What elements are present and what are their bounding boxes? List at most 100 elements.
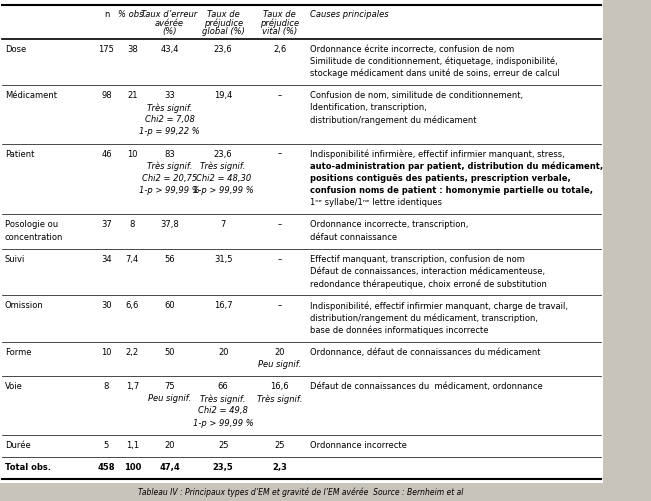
Text: Ordonnance écrite incorrecte, confusion de nom: Ordonnance écrite incorrecte, confusion …: [310, 45, 514, 54]
Text: –: –: [277, 301, 282, 310]
Text: base de données informatiques incorrecte: base de données informatiques incorrecte: [310, 325, 489, 334]
Text: 10: 10: [102, 347, 112, 356]
Text: Patient: Patient: [5, 149, 34, 158]
Text: 56: 56: [164, 254, 174, 263]
Text: 23,6: 23,6: [214, 149, 232, 158]
Text: préjudice: préjudice: [260, 19, 299, 28]
Text: Ordonnance, défaut de connaissances du médicament: Ordonnance, défaut de connaissances du m…: [310, 347, 541, 356]
Text: 16,7: 16,7: [214, 301, 232, 310]
Text: distribution/rangement du médicament: distribution/rangement du médicament: [310, 115, 477, 125]
Text: 1,1: 1,1: [126, 440, 139, 449]
Text: Chi2 = 20,75: Chi2 = 20,75: [142, 173, 197, 182]
Text: Chi2 = 49,8: Chi2 = 49,8: [198, 405, 248, 414]
Text: 23,5: 23,5: [213, 462, 234, 471]
Text: 2,2: 2,2: [126, 347, 139, 356]
Text: 47,4: 47,4: [159, 462, 180, 471]
Text: Indisponibilité infirmière, effectif infirmier manquant, stress,: Indisponibilité infirmière, effectif inf…: [310, 149, 565, 159]
Text: 50: 50: [164, 347, 174, 356]
Text: 60: 60: [164, 301, 174, 310]
Text: Taux d’erreur: Taux d’erreur: [141, 10, 197, 19]
Text: 37: 37: [101, 220, 112, 229]
Text: 19,4: 19,4: [214, 91, 232, 100]
Text: stockage médicament dans unité de soins, erreur de calcul: stockage médicament dans unité de soins,…: [310, 69, 560, 78]
Text: Confusion de nom, similitude de conditionnement,: Confusion de nom, similitude de conditio…: [310, 91, 523, 100]
Text: Taux de: Taux de: [263, 10, 296, 19]
Text: 20: 20: [164, 440, 174, 449]
Text: Total obs.: Total obs.: [5, 462, 51, 471]
Text: n: n: [104, 10, 109, 19]
Text: Omission: Omission: [5, 301, 44, 310]
Text: 1,7: 1,7: [126, 381, 139, 390]
Text: Très signif.: Très signif.: [257, 393, 302, 403]
Text: –: –: [277, 91, 282, 100]
Text: Identification, transcription,: Identification, transcription,: [310, 103, 427, 112]
Text: Très signif.: Très signif.: [146, 161, 192, 171]
Text: redondance thérapeutique, choix erroné de substitution: redondance thérapeutique, choix erroné d…: [310, 279, 547, 288]
Text: Très signif.: Très signif.: [201, 393, 246, 403]
Text: Ordonnance incorrecte: Ordonnance incorrecte: [310, 440, 407, 449]
Text: préjudice: préjudice: [204, 19, 243, 28]
Text: Médicament: Médicament: [5, 91, 57, 100]
Text: Suivi: Suivi: [5, 254, 25, 263]
Text: 1-p > 99,99 %: 1-p > 99,99 %: [193, 418, 253, 427]
Text: Très signif.: Très signif.: [201, 161, 246, 171]
Text: vital (%): vital (%): [262, 27, 298, 36]
Text: 37,8: 37,8: [160, 220, 179, 229]
Text: 20: 20: [218, 347, 229, 356]
Text: 1-p > 99,99 %: 1-p > 99,99 %: [139, 186, 200, 195]
Text: 6,6: 6,6: [126, 301, 139, 310]
Text: Similitude de conditionnement, étiquetage, indisponibilité,: Similitude de conditionnement, étiquetag…: [310, 57, 558, 66]
Text: –: –: [277, 254, 282, 263]
Text: Effectif manquant, transcription, confusion de nom: Effectif manquant, transcription, confus…: [310, 254, 525, 263]
Text: Chi2 = 7,08: Chi2 = 7,08: [145, 115, 195, 124]
Text: –: –: [277, 220, 282, 229]
Text: 34: 34: [101, 254, 112, 263]
Text: Taux de: Taux de: [207, 10, 240, 19]
Text: Peu signif.: Peu signif.: [148, 393, 191, 402]
Text: distribution/rangement du médicament, transcription,: distribution/rangement du médicament, tr…: [310, 313, 538, 322]
Text: –: –: [277, 149, 282, 158]
Text: Défaut de connaissances, interaction médicamenteuse,: Défaut de connaissances, interaction méd…: [310, 267, 546, 276]
Text: Indisponibilité, effectif infirmier manquant, charge de travail,: Indisponibilité, effectif infirmier manq…: [310, 301, 568, 310]
Text: défaut connaissance: défaut connaissance: [310, 232, 397, 241]
Text: Dose: Dose: [5, 45, 26, 54]
Text: 175: 175: [98, 45, 115, 54]
Text: 43,4: 43,4: [160, 45, 178, 54]
Text: auto-administration par patient, distribution du médicament,: auto-administration par patient, distrib…: [310, 161, 603, 171]
Text: (%): (%): [162, 27, 176, 36]
Text: 458: 458: [98, 462, 115, 471]
Text: Chi2 = 48,30: Chi2 = 48,30: [195, 173, 251, 182]
Text: 1-p = 99,22 %: 1-p = 99,22 %: [139, 127, 200, 136]
Text: 8: 8: [104, 381, 109, 390]
Text: 23,6: 23,6: [214, 45, 232, 54]
Text: concentration: concentration: [5, 232, 63, 241]
Text: 33: 33: [164, 91, 175, 100]
Text: 25: 25: [218, 440, 229, 449]
Text: Tableau IV : Principaux types d’EM et gravité de l’EM avérée  Source : Bernheim : Tableau IV : Principaux types d’EM et gr…: [138, 486, 464, 496]
Text: 98: 98: [101, 91, 112, 100]
Text: Voie: Voie: [5, 381, 23, 390]
Text: 5: 5: [104, 440, 109, 449]
Text: 38: 38: [127, 45, 138, 54]
Text: 66: 66: [218, 381, 229, 390]
Text: 7: 7: [221, 220, 226, 229]
Text: 20: 20: [274, 347, 285, 356]
Text: 75: 75: [164, 381, 174, 390]
Text: Peu signif.: Peu signif.: [258, 359, 301, 368]
Text: Forme: Forme: [5, 347, 31, 356]
Text: Très signif.: Très signif.: [146, 103, 192, 112]
Text: 8: 8: [130, 220, 135, 229]
Text: 46: 46: [101, 149, 112, 158]
Text: 100: 100: [124, 462, 141, 471]
Text: 83: 83: [164, 149, 175, 158]
Text: 7,4: 7,4: [126, 254, 139, 263]
Text: 2,6: 2,6: [273, 45, 286, 54]
Text: 1ⁿᵉ syllabe/1ⁿᵉ lettre identiques: 1ⁿᵉ syllabe/1ⁿᵉ lettre identiques: [310, 198, 442, 207]
Text: positions contiguës des patients, prescription verbale,: positions contiguës des patients, prescr…: [310, 173, 571, 182]
Text: Ordonnance incorrecte, transcription,: Ordonnance incorrecte, transcription,: [310, 220, 469, 229]
Text: global (%): global (%): [202, 27, 245, 36]
Text: 2,3: 2,3: [272, 462, 287, 471]
Text: 25: 25: [274, 440, 285, 449]
Text: confusion noms de patient : homonymie partielle ou totale,: confusion noms de patient : homonymie pa…: [310, 186, 593, 195]
Text: Défaut de connaissances du  médicament, ordonnance: Défaut de connaissances du médicament, o…: [310, 381, 543, 390]
